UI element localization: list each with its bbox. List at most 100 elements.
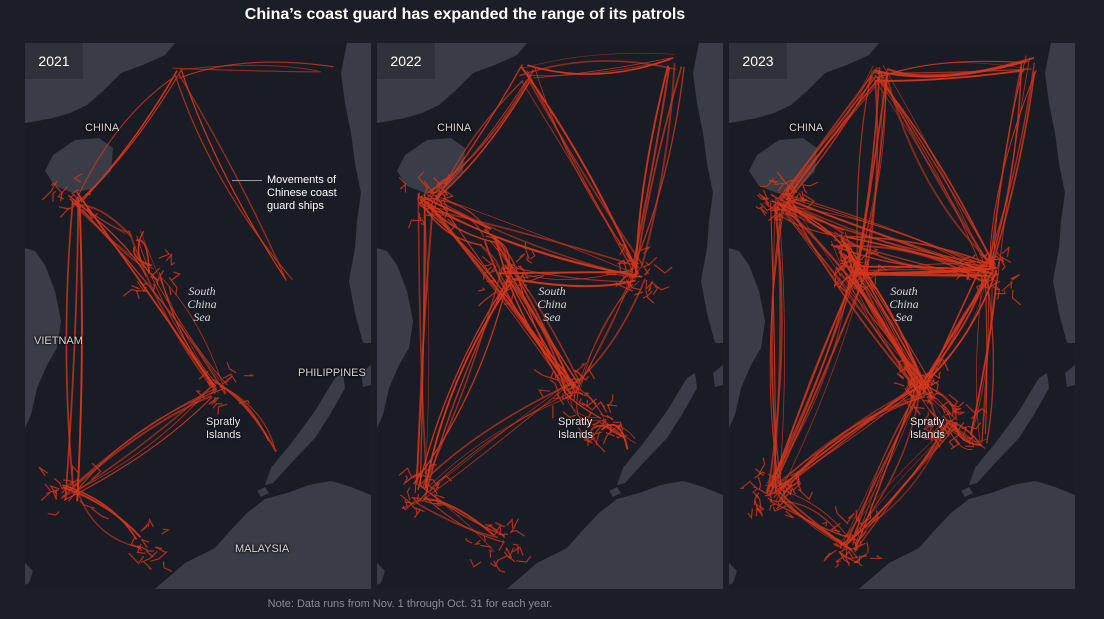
small-island xyxy=(609,487,621,497)
patrol-track xyxy=(77,208,154,270)
patrol-track xyxy=(403,475,409,485)
patrol-track xyxy=(213,397,220,404)
small-island xyxy=(961,487,973,497)
patrol-track xyxy=(839,261,847,269)
patrol-track xyxy=(482,266,492,280)
patrol-track xyxy=(583,410,592,425)
patrol-track xyxy=(57,186,68,200)
patrol-track xyxy=(91,462,102,481)
patrol-track xyxy=(766,204,783,496)
patrol-track xyxy=(496,554,516,563)
patrol-track xyxy=(420,195,495,243)
land-masses xyxy=(377,43,723,589)
patrol-track xyxy=(758,193,770,204)
patrol-track xyxy=(967,422,982,430)
patrol-track xyxy=(841,240,932,384)
patrol-track xyxy=(423,180,441,191)
patrol-track xyxy=(600,418,609,426)
patrol-track xyxy=(952,407,960,417)
patrol-track xyxy=(758,457,766,475)
patrol-track xyxy=(754,487,767,494)
patrol-track xyxy=(769,499,780,506)
patrol-track xyxy=(755,205,764,210)
patrol-track xyxy=(493,241,581,384)
patrol-track xyxy=(947,418,957,433)
patrol-track xyxy=(834,506,849,525)
patrol-track xyxy=(49,485,60,495)
patrol-track xyxy=(861,263,869,272)
patrol-track xyxy=(633,66,685,266)
patrol-track xyxy=(987,255,997,266)
patrol-track xyxy=(533,57,671,79)
patrol-track xyxy=(785,208,796,218)
patrol-track xyxy=(411,496,422,500)
year-label: 2022 xyxy=(377,43,435,79)
philippines-luzon xyxy=(1045,43,1075,343)
patrol-track xyxy=(561,366,567,373)
patrol-track xyxy=(445,174,451,185)
patrol-track xyxy=(419,208,426,485)
patrol-track xyxy=(767,274,866,497)
patrol-track xyxy=(757,476,762,490)
patrol-track xyxy=(755,509,758,517)
patrol-track xyxy=(428,478,439,489)
patrol-track xyxy=(930,431,938,441)
patrol-track xyxy=(212,403,223,409)
patrol-track xyxy=(575,363,587,373)
patrol-track xyxy=(158,249,171,259)
patrol-track xyxy=(207,376,211,386)
philippines-luzon xyxy=(693,43,723,343)
patrol-track xyxy=(128,230,216,391)
patrol-track xyxy=(938,371,942,379)
patrol-track xyxy=(447,218,457,232)
patrol-track xyxy=(562,393,570,401)
patrol-track xyxy=(650,281,670,291)
patrol-track xyxy=(419,198,483,247)
patrol-track xyxy=(549,379,560,394)
patrol-track xyxy=(854,273,917,389)
patrol-track xyxy=(841,262,852,275)
spratly-islands-label: Spratly Islands xyxy=(206,416,241,441)
patrol-track xyxy=(635,66,683,267)
patrol-track xyxy=(418,212,422,221)
patrol-track xyxy=(772,505,787,512)
patrol-track xyxy=(841,428,951,552)
patrol-track xyxy=(425,384,570,498)
patrol-track xyxy=(653,264,673,274)
patrol-track xyxy=(171,271,182,281)
patrol-track xyxy=(519,60,677,77)
patrol-track xyxy=(128,552,145,565)
patrol-track xyxy=(768,208,779,222)
patrol-track xyxy=(215,382,276,448)
patrol-track xyxy=(498,533,509,536)
patrol-track xyxy=(772,206,786,212)
patrol-track xyxy=(929,379,939,393)
patrol-track xyxy=(444,198,457,206)
patrol-track xyxy=(844,387,924,545)
patrol-track xyxy=(64,197,80,501)
patrol-track xyxy=(424,380,572,496)
patrol-track xyxy=(982,255,991,271)
patrol-track xyxy=(929,392,943,431)
patrol-track xyxy=(949,401,958,411)
philippines-label: PHILIPPINES xyxy=(298,367,366,379)
patrol-track xyxy=(426,482,434,492)
china-label: CHINA xyxy=(789,122,824,134)
patrol-track xyxy=(501,278,509,284)
patrol-track xyxy=(792,475,801,492)
patrol-track xyxy=(550,369,560,382)
patrol-track xyxy=(747,508,753,520)
patrol-track xyxy=(782,483,793,495)
patrol-track xyxy=(512,546,524,556)
patrol-track xyxy=(432,194,644,278)
patrol-track xyxy=(801,183,808,194)
patrol-track xyxy=(945,419,983,447)
patrol-track xyxy=(180,64,319,72)
patrol-track xyxy=(574,369,590,381)
patrol-track xyxy=(627,281,634,289)
patrol-track xyxy=(75,69,182,205)
patrol-track xyxy=(515,253,526,263)
patrol-track xyxy=(578,392,587,397)
patrol-track xyxy=(60,207,70,218)
patrol-track xyxy=(755,503,765,511)
